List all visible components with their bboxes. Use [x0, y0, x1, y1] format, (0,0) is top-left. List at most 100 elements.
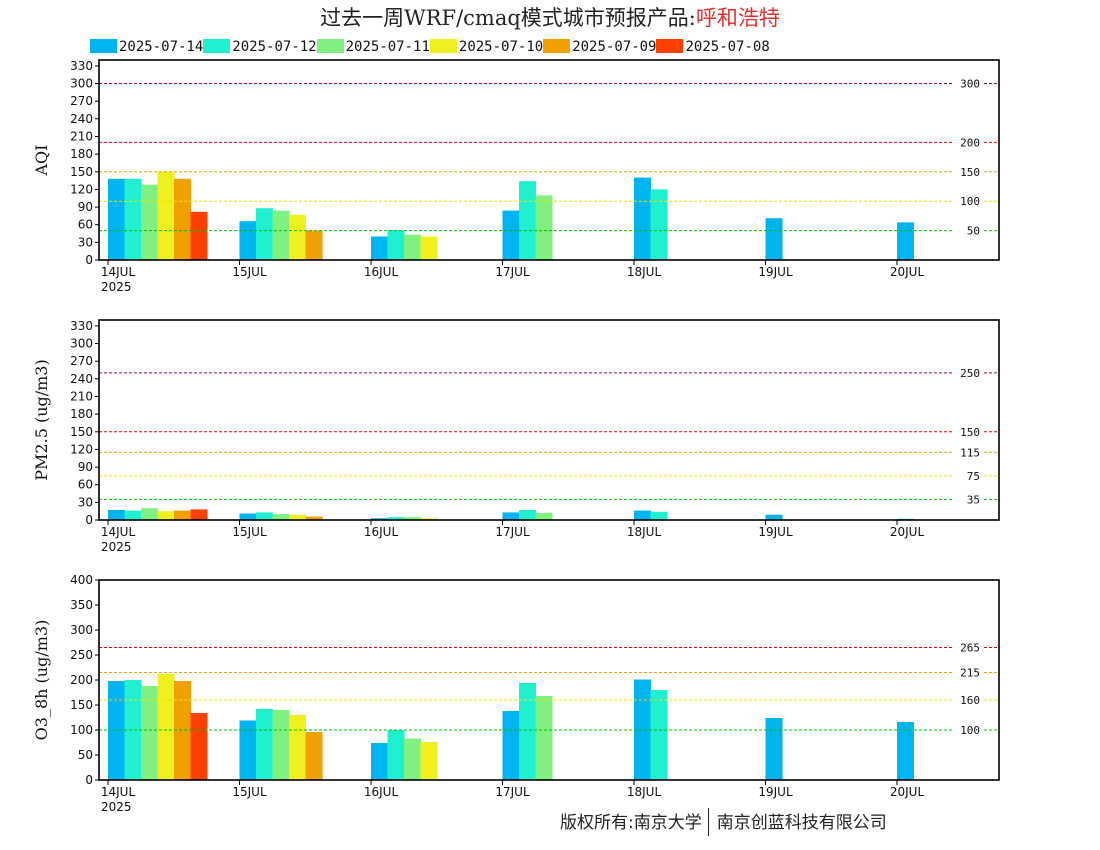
y-tick-label: 330 — [70, 319, 93, 333]
bar — [289, 715, 306, 780]
legend-swatch — [90, 38, 117, 53]
y-tick-label: 180 — [70, 407, 93, 421]
bar — [305, 516, 323, 520]
bar — [387, 230, 405, 260]
threshold-label: 215 — [960, 667, 980, 680]
y-tick-label: 400 — [70, 573, 93, 587]
x-tick-label: 15JUL — [232, 785, 267, 799]
y-tick-label: 120 — [70, 442, 93, 456]
bar — [897, 222, 914, 260]
legend-item: 2025-07-14 — [90, 38, 204, 55]
x-tick-label: 17JUL — [495, 785, 530, 799]
y-tick-label: 150 — [70, 165, 93, 179]
legend-label: 2025-07-09 — [572, 38, 657, 55]
bar — [634, 679, 651, 780]
y-tick-label: 30 — [78, 235, 93, 249]
bar — [371, 236, 388, 260]
threshold-label-bg — [952, 425, 982, 438]
bar — [174, 178, 191, 260]
bar — [272, 514, 290, 520]
y-tick-label: 300 — [70, 337, 93, 351]
bar — [371, 743, 388, 780]
bar — [289, 214, 306, 260]
x-tick-label: 15JUL — [232, 525, 267, 539]
bar — [305, 732, 323, 780]
y-tick-label: 180 — [70, 147, 93, 161]
bar — [535, 512, 553, 520]
bar — [387, 517, 405, 520]
x-tick-label: 16JUL — [364, 785, 399, 799]
bar — [239, 221, 257, 260]
y-axis-label: AQI — [32, 145, 51, 177]
threshold-label: 265 — [960, 642, 980, 655]
legend-item: 2025-07-11 — [316, 38, 430, 55]
bar — [535, 696, 553, 780]
x-tick-label: 14JUL — [101, 525, 136, 539]
y-tick-label: 150 — [70, 698, 93, 712]
threshold-label-bg — [952, 694, 982, 706]
x-tick-label: 16JUL — [364, 525, 399, 539]
bar — [404, 738, 421, 780]
threshold-label-bg — [952, 366, 982, 379]
x-tick-label: 20JUL — [890, 525, 925, 539]
bar — [256, 709, 273, 780]
bar — [157, 511, 175, 520]
threshold-label-bg — [952, 493, 982, 506]
x-tick-label: 18JUL — [627, 785, 662, 799]
bar — [157, 674, 175, 780]
bar — [141, 508, 158, 520]
bar — [502, 512, 520, 520]
legend-label: 2025-07-10 — [458, 38, 544, 55]
x-tick-label: 14JUL — [101, 785, 136, 799]
bar — [239, 720, 257, 780]
bar — [634, 177, 651, 260]
bar — [502, 711, 520, 780]
legend-swatch — [656, 38, 684, 53]
legend-label: 2025-07-14 — [119, 38, 204, 55]
y-tick-label: 60 — [78, 218, 93, 232]
bar — [239, 513, 257, 520]
threshold-label: 150 — [960, 166, 980, 179]
threshold-label: 150 — [960, 426, 980, 439]
threshold-label: 75 — [967, 470, 980, 483]
bar — [897, 722, 914, 780]
footer-left: 版权所有:南京大学 — [560, 813, 702, 833]
y-tick-label: 0 — [85, 253, 93, 267]
bar — [272, 710, 290, 780]
bar — [108, 510, 125, 520]
bar — [519, 181, 536, 260]
threshold-label-bg — [952, 77, 982, 90]
bar — [519, 683, 536, 780]
y-tick-label: 270 — [70, 354, 93, 368]
y-tick-label: 60 — [78, 478, 93, 492]
bar — [305, 230, 323, 260]
legend-label: 2025-07-12 — [232, 38, 317, 55]
y-tick-label: 0 — [85, 773, 93, 787]
bar — [190, 713, 208, 780]
legend-item: 2025-07-09 — [543, 38, 657, 55]
legend: 2025-07-14 2025-07-12 2025-07-11 2025-07-10… — [90, 36, 770, 55]
chart-title: 过去一周WRF/cmaq模式城市预报产品:呼和浩特 — [0, 2, 1100, 32]
bar — [124, 510, 142, 520]
threshold-label-bg — [952, 469, 982, 482]
x-year-label: 2025 — [101, 540, 132, 554]
threshold-label: 160 — [960, 694, 980, 707]
bar — [124, 680, 142, 780]
y-tick-label: 210 — [70, 390, 93, 404]
bar — [387, 730, 405, 780]
y-tick-label: 90 — [78, 200, 93, 214]
x-tick-label: 17JUL — [495, 525, 530, 539]
y-axis-label: O3_8h (ug/m3) — [32, 620, 51, 741]
bar — [141, 686, 158, 780]
bar — [420, 518, 438, 520]
bar — [765, 718, 783, 780]
y-tick-label: 350 — [70, 598, 93, 612]
bar — [174, 681, 191, 780]
threshold-label: 100 — [960, 724, 980, 737]
y-tick-label: 120 — [70, 182, 93, 196]
bar — [190, 211, 208, 260]
y-tick-label: 240 — [70, 112, 93, 126]
y-tick-label: 300 — [70, 77, 93, 91]
y-tick-label: 270 — [70, 94, 93, 108]
